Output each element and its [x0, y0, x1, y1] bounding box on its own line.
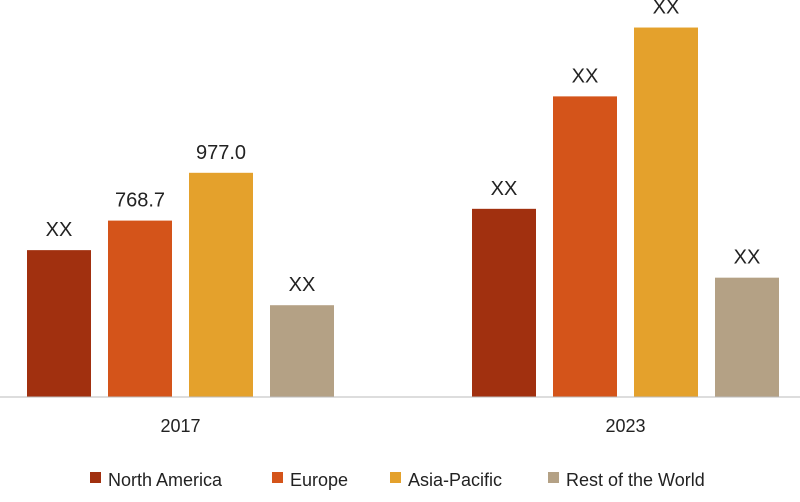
value-label-north-america-2023: XX: [491, 178, 518, 200]
legend-item-europe: Europe: [272, 470, 348, 490]
value-label-north-america-2017: XX: [46, 219, 73, 241]
category-label-2017: 2017: [160, 416, 200, 436]
value-label-rest-of-the-world-2023: XX: [734, 247, 761, 269]
legend-label: Rest of the World: [566, 470, 705, 490]
value-labels-layer: XX 768.7 977.0 XX XX XX XX XX: [46, 0, 761, 296]
legend-label: Europe: [290, 470, 348, 490]
value-label-europe-2023: XX: [572, 65, 599, 87]
legend-item-north-america: North America: [90, 470, 223, 490]
legend-swatch: [272, 472, 283, 483]
category-labels-layer: 2017 2023: [160, 416, 645, 436]
bar-europe-2023: [553, 96, 617, 397]
bar-asia-pacific-2017: [189, 172, 253, 397]
value-label-europe-2017: 768.7: [115, 190, 165, 212]
legend-label: Asia-Pacific: [408, 470, 502, 490]
legend-item-asia-pacific: Asia-Pacific: [390, 470, 502, 490]
value-label-rest-of-the-world-2017: XX: [289, 274, 316, 296]
bar-north-america-2017: [27, 250, 91, 397]
value-label-asia-pacific-2017: 977.0: [196, 142, 246, 164]
bar-north-america-2023: [472, 208, 536, 397]
bars-layer: [27, 27, 779, 398]
legend-item-rest-of-the-world: Rest of the World: [548, 470, 705, 490]
legend-swatch: [390, 472, 401, 483]
category-label-2023: 2023: [605, 416, 645, 436]
legend-swatch: [548, 472, 559, 483]
bar-europe-2017: [108, 220, 172, 397]
value-label-asia-pacific-2023: XX: [653, 0, 680, 19]
bar-rest-of-the-world-2017: [270, 305, 334, 397]
bar-asia-pacific-2023: [634, 27, 698, 398]
legend: North America Europe Asia-Pacific Rest of t…: [90, 470, 705, 490]
legend-swatch: [90, 472, 101, 483]
bar-rest-of-the-world-2023: [715, 277, 779, 397]
legend-label: North America: [108, 470, 223, 490]
